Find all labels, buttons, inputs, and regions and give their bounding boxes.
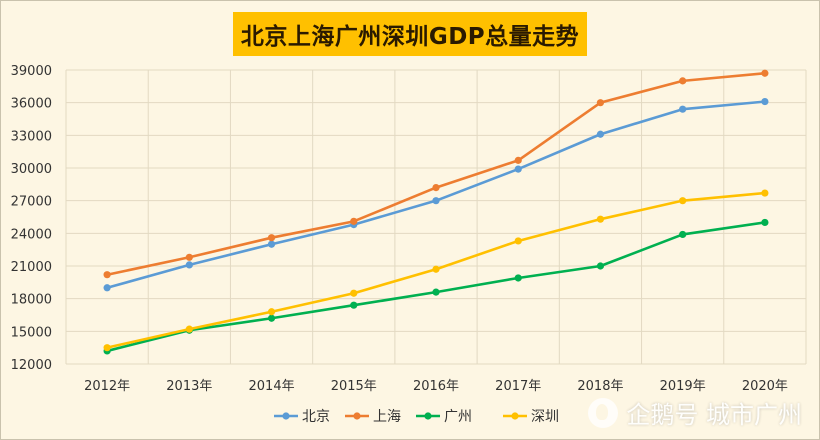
data-point xyxy=(103,271,111,279)
legend-label: 上海 xyxy=(373,409,401,425)
legend-marker xyxy=(424,412,432,420)
x-tick-label: 2019年 xyxy=(660,379,706,394)
data-point xyxy=(596,130,605,138)
data-point xyxy=(761,189,769,197)
y-tick-label: 39000 xyxy=(11,64,52,79)
x-tick-label: 2012年 xyxy=(84,379,130,394)
data-point xyxy=(267,240,276,248)
data-point xyxy=(432,288,440,296)
x-tick-label: 2014年 xyxy=(249,379,295,394)
data-point xyxy=(350,301,358,309)
data-point xyxy=(596,262,605,270)
data-point xyxy=(679,105,687,113)
x-tick-label: 2015年 xyxy=(331,379,377,394)
x-tick-label: 2020年 xyxy=(742,379,788,394)
data-point xyxy=(679,77,687,85)
data-point xyxy=(679,197,687,205)
data-point xyxy=(350,289,358,297)
penguin-icon xyxy=(588,397,619,428)
grid-lines xyxy=(65,69,807,365)
data-point xyxy=(514,156,522,164)
data-point xyxy=(103,284,111,292)
x-tick-label: 2017年 xyxy=(495,379,541,394)
legend-label: 广州 xyxy=(444,409,472,425)
data-point xyxy=(761,69,769,77)
legend-label: 深圳 xyxy=(531,409,559,425)
data-point xyxy=(432,197,440,205)
legend: 北京 上海 广州 深圳 xyxy=(274,409,559,425)
legend-marker xyxy=(353,412,361,420)
legend-marker xyxy=(511,412,519,420)
series-line xyxy=(105,100,767,290)
y-tick-label: 12000 xyxy=(11,358,52,373)
x-tick-label: 2018年 xyxy=(577,379,623,394)
y-axis: 12000 15000 18000 21000 24000 27000 30000 33000… xyxy=(11,64,52,373)
y-tick-label: 27000 xyxy=(11,195,52,210)
x-tick-label: 2016年 xyxy=(413,379,459,394)
legend-marker xyxy=(282,412,290,420)
chart-title: 北京上海广州深圳GDP总量走势 xyxy=(240,24,580,50)
data-point xyxy=(514,237,522,245)
data-point xyxy=(432,184,440,192)
watermark-text: 企鹅号 城市广州 xyxy=(626,401,802,429)
data-point xyxy=(679,230,687,239)
data-point xyxy=(267,314,276,322)
data-point xyxy=(185,261,193,269)
data-point xyxy=(185,253,193,261)
series-line xyxy=(105,71,767,277)
legend-label: 北京 xyxy=(302,409,330,425)
data-point xyxy=(596,99,605,107)
watermark: 企鹅号 城市广州 xyxy=(588,395,802,430)
data-point xyxy=(185,325,193,333)
data-point xyxy=(103,344,111,352)
y-tick-label: 33000 xyxy=(11,129,52,144)
x-axis: 2012年 2013年 2014年 2015年 2016年 2017年 2018年 2019年… xyxy=(84,379,788,394)
data-point xyxy=(761,97,769,106)
data-point xyxy=(514,274,522,282)
data-point xyxy=(761,218,769,227)
data-point xyxy=(432,265,440,273)
data-point xyxy=(514,165,522,173)
y-tick-label: 18000 xyxy=(11,293,52,308)
data-point xyxy=(350,217,358,225)
data-point xyxy=(596,215,605,223)
chart-title-box: 北京上海广州深圳GDP总量走势 xyxy=(233,12,587,56)
y-tick-label: 30000 xyxy=(11,162,52,177)
data-point xyxy=(267,308,276,316)
y-tick-label: 15000 xyxy=(11,325,52,340)
y-tick-label: 24000 xyxy=(11,227,52,242)
data-point xyxy=(267,234,276,242)
x-tick-label: 2013年 xyxy=(166,379,212,394)
y-tick-label: 21000 xyxy=(11,260,52,275)
y-tick-label: 36000 xyxy=(11,97,52,112)
series-group xyxy=(103,69,769,355)
